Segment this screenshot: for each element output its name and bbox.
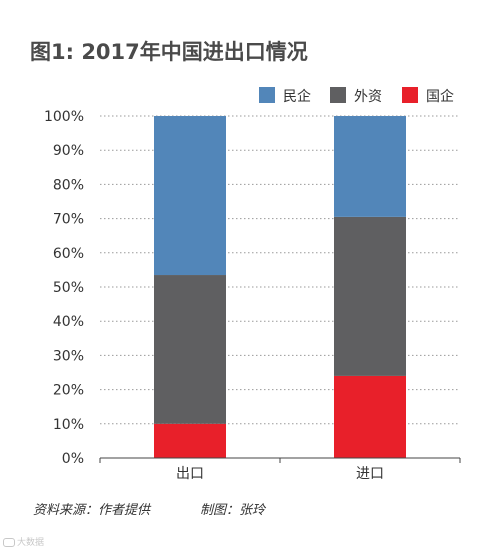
credit-note: 制图：张玲 (200, 503, 266, 518)
bar-segment (154, 116, 226, 276)
source-note: 资料来源：作者提供 (33, 503, 151, 518)
legend-label: 民企 (283, 88, 311, 105)
y-tick-label: 90% (53, 143, 84, 159)
legend-label: 国企 (426, 88, 454, 105)
y-tick-label: 30% (53, 348, 84, 364)
bar-segment (334, 375, 406, 458)
bar-segment (334, 116, 406, 217)
y-tick-label: 0% (62, 451, 84, 467)
x-tick-label: 出口 (176, 466, 204, 482)
x-tick-label: 进口 (356, 466, 384, 482)
y-tick-label: 100% (44, 109, 84, 125)
y-tick-label: 40% (53, 314, 84, 330)
bar-segment (154, 275, 226, 424)
watermark: 大数据 (3, 535, 44, 548)
y-tick-label: 80% (53, 177, 84, 193)
legend-swatch (259, 87, 275, 103)
y-tick-label: 60% (53, 246, 84, 262)
y-tick-label: 20% (53, 383, 84, 399)
watermark-text: 大数据 (17, 538, 45, 548)
legend-swatch (402, 87, 418, 103)
watermark-icon (3, 538, 15, 547)
y-tick-label: 10% (53, 417, 84, 433)
bar-segment (334, 216, 406, 376)
chart-title: 图1: 2017年中国进出口情况 (30, 40, 308, 64)
bar-segment (154, 423, 226, 458)
legend-label: 外资 (354, 89, 382, 105)
legend-swatch (330, 87, 346, 103)
y-tick-label: 70% (53, 212, 84, 228)
y-tick-label: 50% (53, 280, 84, 296)
